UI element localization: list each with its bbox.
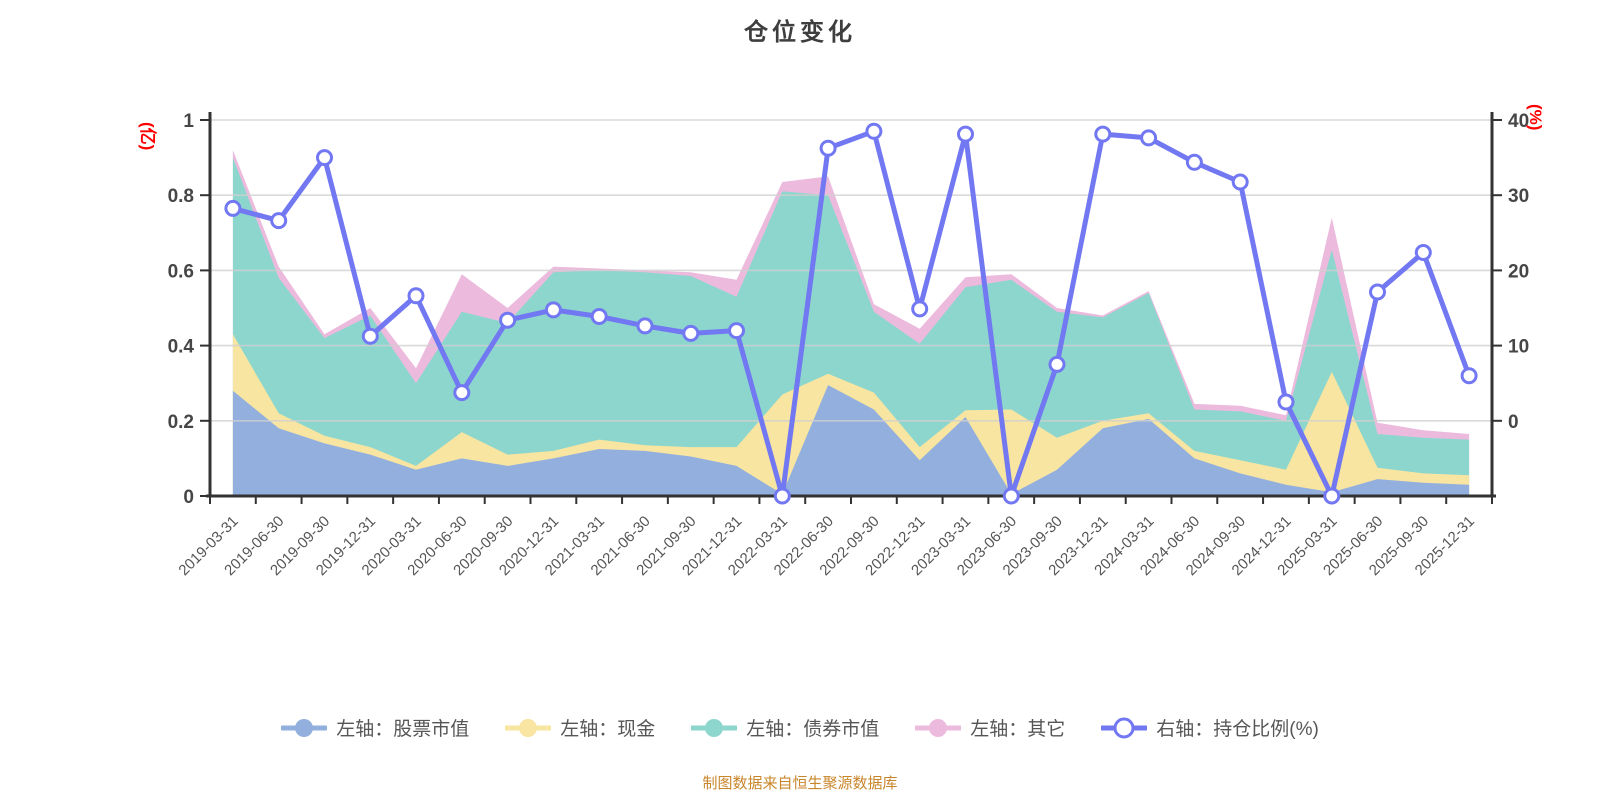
legend-label: 左轴：债券市值 xyxy=(746,719,880,740)
area-stocks xyxy=(232,385,1470,496)
legend-label: 右轴：持仓比例(%) xyxy=(1156,719,1319,740)
data-point-marker[interactable] xyxy=(819,139,837,157)
data-point-marker[interactable] xyxy=(911,300,929,318)
data-point-marker[interactable] xyxy=(1369,283,1386,301)
legend-item-position[interactable]: 右轴：持仓比例(%) xyxy=(1101,714,1319,741)
legend-item-other[interactable]: 左轴：其它 xyxy=(915,714,1065,741)
source-note: 制图数据来自恒生聚源数据库 xyxy=(702,775,898,792)
data-point-marker[interactable] xyxy=(636,317,654,335)
y-axis-label-left: 0.6 xyxy=(168,261,194,282)
legend-marker-other xyxy=(915,718,962,737)
data-point-marker[interactable] xyxy=(1277,393,1295,411)
data-point-marker[interactable] xyxy=(773,487,791,505)
data-point-marker[interactable] xyxy=(270,212,288,230)
data-point-marker[interactable] xyxy=(1094,125,1112,143)
y-axis-label-right: 0 xyxy=(1508,412,1519,433)
y-axis-label-left: 0 xyxy=(183,487,194,508)
legend-label: 左轴：其它 xyxy=(970,719,1066,740)
data-point-marker[interactable] xyxy=(1231,173,1249,191)
y-axis-label-left: 0.8 xyxy=(168,186,194,207)
legend-item-cash[interactable]: 左轴：现金 xyxy=(505,714,655,741)
y-axis-label-right: 20 xyxy=(1508,261,1529,282)
data-point-marker[interactable] xyxy=(407,287,425,305)
y-axis-label-right: 30 xyxy=(1508,186,1529,207)
data-point-marker[interactable] xyxy=(865,122,883,140)
legend-marker-stocks xyxy=(281,718,328,737)
legend-marker-bonds xyxy=(691,718,738,737)
data-point-marker[interactable] xyxy=(544,301,562,319)
data-point-marker[interactable] xyxy=(1002,487,1020,505)
y-axis-label-left: 0.2 xyxy=(168,412,194,433)
y-axis-label-left: 1 xyxy=(183,111,194,132)
y-axis-label-left: 0.4 xyxy=(168,337,195,358)
line-position xyxy=(230,128,1472,499)
legend: 左轴：股票市值 左轴：现金 左轴：债券市值 左轴：其它 右轴：持仓比例(%) xyxy=(0,714,1600,741)
chart-title: 仓位变化 xyxy=(744,19,856,46)
data-point-marker[interactable] xyxy=(1048,355,1066,373)
data-point-marker[interactable] xyxy=(957,125,974,143)
data-point-marker[interactable] xyxy=(1323,487,1341,505)
data-point-marker[interactable] xyxy=(1140,129,1158,147)
y-axis-label-right: 10 xyxy=(1508,337,1529,358)
legend-label: 左轴：现金 xyxy=(560,719,656,740)
data-point-marker[interactable] xyxy=(1460,367,1478,385)
data-point-marker[interactable] xyxy=(1185,153,1203,171)
data-point-marker[interactable] xyxy=(1414,244,1432,261)
legend-item-bonds[interactable]: 左轴：债券市值 xyxy=(691,714,879,741)
legend-marker-position xyxy=(1101,717,1148,738)
legend-item-stocks[interactable]: 左轴：股票市值 xyxy=(281,714,469,741)
data-point-marker[interactable] xyxy=(224,199,242,217)
data-point-marker[interactable] xyxy=(453,384,471,402)
data-point-marker[interactable] xyxy=(316,149,333,167)
data-point-marker[interactable] xyxy=(728,322,745,340)
legend-marker-cash xyxy=(505,718,552,737)
data-point-marker[interactable] xyxy=(499,311,517,329)
data-point-marker[interactable] xyxy=(590,308,608,325)
data-point-marker[interactable] xyxy=(682,324,700,342)
right-axis-name: (%) xyxy=(1526,104,1545,130)
data-point-marker[interactable] xyxy=(361,327,379,345)
y-axis-label-right: 40 xyxy=(1508,111,1529,132)
legend-label: 左轴：股票市值 xyxy=(336,719,470,740)
area-bonds xyxy=(232,157,1470,496)
left-axis-name: (亿) xyxy=(138,122,158,150)
